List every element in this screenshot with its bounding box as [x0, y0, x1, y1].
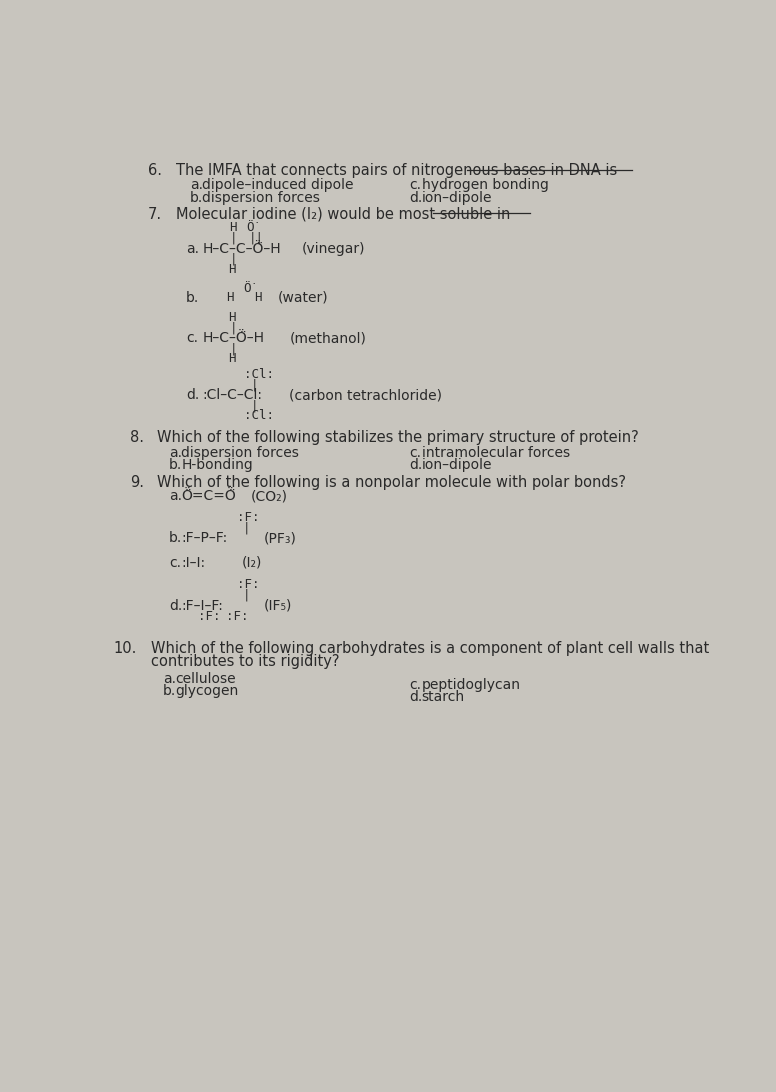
Text: |: | — [230, 253, 237, 266]
Text: dipole–induced dipole: dipole–induced dipole — [203, 178, 354, 192]
Text: :F:: :F: — [198, 610, 220, 624]
Text: contributes to its rigidity?: contributes to its rigidity? — [151, 654, 340, 669]
Text: c.: c. — [410, 178, 421, 192]
Text: d.: d. — [410, 191, 423, 204]
Text: :F:: :F: — [237, 579, 260, 592]
Text: (PF₃): (PF₃) — [264, 532, 297, 545]
Text: c.: c. — [410, 677, 421, 691]
Text: H-bonding: H-bonding — [181, 459, 253, 472]
Text: ion–dipole: ion–dipole — [422, 459, 492, 472]
Text: :Cl:: :Cl: — [244, 368, 275, 381]
Text: Which of the following carbohydrates is a component of plant cell walls that: Which of the following carbohydrates is … — [151, 641, 709, 656]
Text: a.: a. — [169, 446, 182, 460]
Text: H: H — [228, 311, 236, 324]
Text: |: | — [243, 589, 251, 602]
Text: cellulose: cellulose — [175, 672, 236, 686]
Text: :Cl:: :Cl: — [244, 410, 275, 423]
Text: a.: a. — [186, 242, 199, 256]
Text: (vinegar): (vinegar) — [301, 242, 365, 256]
Text: Ö̇: Ö̇ — [243, 283, 258, 296]
Text: (methanol): (methanol) — [289, 331, 366, 345]
Text: intramolecular forces: intramolecular forces — [422, 446, 570, 460]
Text: H–C–Ö̈–H: H–C–Ö̈–H — [203, 331, 265, 345]
Text: hydrogen bonding: hydrogen bonding — [422, 178, 549, 192]
Text: (I₂): (I₂) — [241, 556, 262, 570]
Text: starch: starch — [422, 690, 465, 704]
Text: 7.: 7. — [148, 206, 162, 222]
Text: :Cl–C–Cl:: :Cl–C–Cl: — [203, 389, 262, 402]
Text: a.: a. — [169, 489, 182, 503]
Text: :F–I–F:: :F–I–F: — [181, 598, 223, 613]
Text: 6.: 6. — [148, 163, 162, 178]
Text: The IMFA that connects pairs of nitrogenous bases in DNA is: The IMFA that connects pairs of nitrogen… — [176, 163, 618, 178]
Text: c.: c. — [410, 446, 421, 460]
Text: d.: d. — [169, 598, 182, 613]
Text: a.: a. — [163, 672, 176, 686]
Text: :F:: :F: — [237, 511, 260, 524]
Text: d.: d. — [186, 389, 199, 402]
Text: Which of the following stabilizes the primary structure of protein?: Which of the following stabilizes the pr… — [157, 429, 639, 444]
Text: b.: b. — [169, 459, 182, 472]
Text: (IF₅): (IF₅) — [264, 598, 293, 613]
Text: peptidoglycan: peptidoglycan — [422, 677, 521, 691]
Text: H: H — [228, 263, 236, 276]
Text: ||: || — [248, 232, 264, 245]
Text: d.: d. — [410, 690, 423, 704]
Text: |: | — [230, 232, 237, 245]
Text: (carbon tetrachloride): (carbon tetrachloride) — [289, 389, 442, 402]
Text: (water): (water) — [277, 290, 328, 305]
Text: :I–I:: :I–I: — [181, 556, 206, 570]
Text: |: | — [243, 521, 251, 534]
Text: :F–P–F:: :F–P–F: — [181, 532, 227, 545]
Text: dispersion forces: dispersion forces — [181, 446, 299, 460]
Text: H: H — [228, 353, 236, 365]
Text: Ö̈=C=Ö̈: Ö̈=C=Ö̈ — [181, 489, 236, 503]
Text: |: | — [251, 400, 258, 413]
Text: H: H — [227, 290, 234, 304]
Text: a.: a. — [190, 178, 203, 192]
Text: Which of the following is a nonpolar molecule with polar bonds?: Which of the following is a nonpolar mol… — [157, 475, 626, 490]
Text: dispersion forces: dispersion forces — [203, 191, 320, 204]
Text: c.: c. — [169, 556, 181, 570]
Text: H–C–C–Ö̈–H: H–C–C–Ö̈–H — [203, 242, 281, 256]
Text: 9.: 9. — [130, 475, 144, 490]
Text: Molecular iodine (I₂) would be most soluble in: Molecular iodine (I₂) would be most solu… — [176, 206, 511, 222]
Text: b.: b. — [186, 290, 199, 305]
Text: |: | — [230, 342, 237, 355]
Text: b.: b. — [190, 191, 203, 204]
Text: d.: d. — [410, 459, 423, 472]
Text: Ö̇: Ö̇ — [246, 221, 262, 234]
Text: H: H — [230, 221, 237, 234]
Text: (CO₂): (CO₂) — [251, 489, 287, 503]
Text: :F:: :F: — [227, 610, 249, 624]
Text: c.: c. — [186, 331, 198, 345]
Text: ion–dipole: ion–dipole — [422, 191, 492, 204]
Text: 10.: 10. — [114, 641, 137, 656]
Text: glycogen: glycogen — [175, 685, 238, 698]
Text: |: | — [251, 378, 258, 391]
Text: b.: b. — [163, 685, 176, 698]
Text: |: | — [230, 321, 237, 334]
Text: H: H — [255, 290, 262, 304]
Text: 8.: 8. — [130, 429, 144, 444]
Text: b.: b. — [169, 532, 182, 545]
